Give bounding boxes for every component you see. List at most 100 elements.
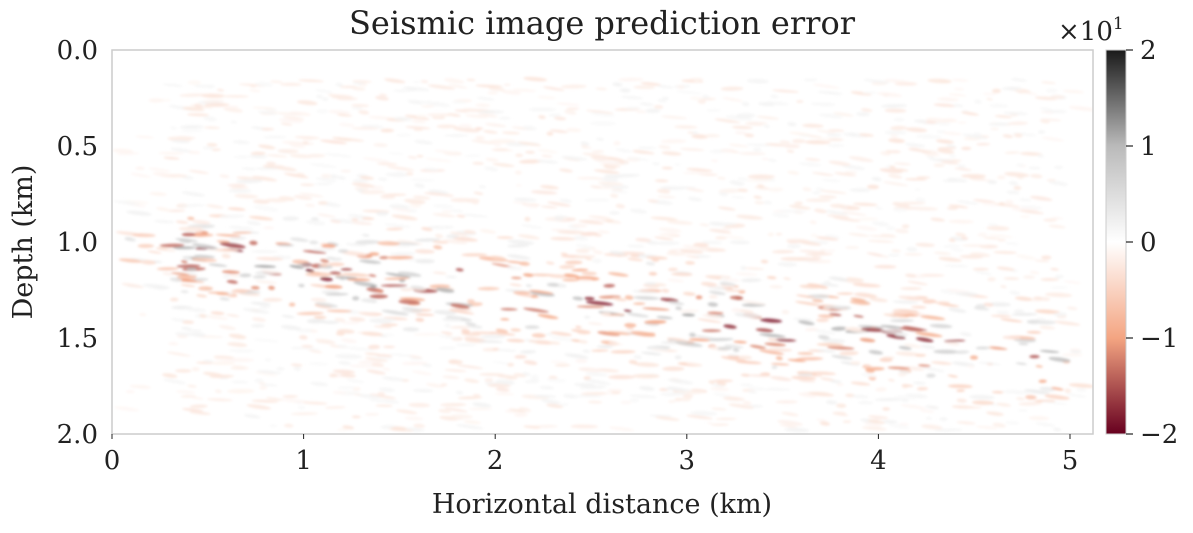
heatmap-cell xyxy=(1054,274,1064,279)
heatmap-cell xyxy=(895,351,920,357)
heatmap-cell xyxy=(449,231,468,236)
heatmap-cell xyxy=(1053,427,1062,432)
heatmap-cell xyxy=(777,420,803,426)
heatmap-cell xyxy=(135,135,154,139)
heatmap-cell xyxy=(961,244,989,247)
heatmap-cell xyxy=(254,265,277,268)
heatmap-cell xyxy=(404,114,430,120)
heatmap-cell xyxy=(186,329,202,332)
heatmap-cell xyxy=(583,315,591,319)
heatmap-cell xyxy=(948,307,967,313)
heatmap-cell xyxy=(850,381,871,386)
heatmap-cell xyxy=(446,234,460,239)
heatmap-cell xyxy=(370,285,377,289)
heatmap-cell xyxy=(711,423,729,426)
heatmap-cell xyxy=(915,242,935,247)
y-tick-label: 0.0 xyxy=(57,36,98,66)
heatmap-cell xyxy=(740,373,751,377)
heatmap-cell xyxy=(1048,356,1071,363)
heatmap-cell xyxy=(674,355,682,360)
heatmap-cell xyxy=(252,317,266,322)
heatmap-cell xyxy=(732,347,740,352)
heatmap-cell xyxy=(321,243,336,249)
heatmap-cell xyxy=(714,118,741,124)
heatmap-cell xyxy=(386,166,415,171)
heatmap-cell xyxy=(162,272,173,276)
heatmap-cell xyxy=(709,229,732,234)
heatmap-cell xyxy=(176,264,201,268)
heatmap-cell xyxy=(560,84,587,89)
heatmap-cell xyxy=(369,294,389,299)
heatmap-cell xyxy=(816,236,839,241)
heatmap-cell xyxy=(1034,259,1050,263)
x-tick-label: 1 xyxy=(295,446,312,476)
heatmap-cell xyxy=(174,332,194,336)
heatmap-cell xyxy=(904,178,927,181)
heatmap-cell xyxy=(592,250,604,255)
heatmap-cell xyxy=(731,196,746,199)
heatmap-cell xyxy=(380,194,396,199)
heatmap-cell xyxy=(1068,383,1093,388)
heatmap-cell xyxy=(892,309,919,314)
heatmap-cell xyxy=(251,250,278,253)
heatmap-cell xyxy=(656,189,671,194)
heatmap-cell xyxy=(576,394,602,398)
heatmap-cell xyxy=(415,317,425,322)
heatmap-cell xyxy=(852,283,881,288)
heatmap-cell xyxy=(408,402,431,408)
heatmap-cell xyxy=(440,331,453,335)
heatmap-cell xyxy=(805,158,821,161)
heatmap-cell xyxy=(156,207,171,212)
heatmap-cell xyxy=(352,82,365,85)
heatmap-cell xyxy=(564,110,577,115)
heatmap-cell xyxy=(379,256,389,260)
heatmap-cell xyxy=(424,168,440,171)
heatmap-cell xyxy=(906,247,918,252)
heatmap-cell xyxy=(250,323,265,328)
heatmap-cell xyxy=(812,191,821,194)
heatmap-cell xyxy=(409,202,423,205)
heatmap-cell xyxy=(1025,395,1037,400)
heatmap-cell xyxy=(763,125,770,128)
heatmap-cell xyxy=(798,320,815,326)
heatmap-cell xyxy=(263,226,275,230)
heatmap-cell xyxy=(206,204,224,209)
heatmap-cell xyxy=(176,136,196,139)
heatmap-cell xyxy=(882,407,891,411)
heatmap-cell xyxy=(630,331,656,337)
heatmap-cell xyxy=(1010,78,1028,82)
heatmap-cell xyxy=(933,251,951,255)
heatmap-cell xyxy=(667,267,678,272)
heatmap-cell xyxy=(658,145,671,150)
heatmap-cell xyxy=(337,344,348,348)
heatmap-cell xyxy=(1050,267,1059,271)
heatmap-cell xyxy=(897,372,907,377)
heatmap-cell xyxy=(918,364,931,367)
heatmap-cell xyxy=(226,313,240,318)
heatmap-cell xyxy=(738,355,752,360)
heatmap-cell xyxy=(809,220,817,225)
heatmap-cell xyxy=(926,373,936,378)
heatmap-cell xyxy=(425,383,445,388)
heatmap-cell xyxy=(385,272,412,278)
heatmap-cell xyxy=(489,331,516,336)
heatmap-cell xyxy=(831,326,848,331)
heatmap-cell xyxy=(406,171,414,176)
heatmap-cell xyxy=(550,360,568,364)
heatmap-cell xyxy=(660,139,687,144)
heatmap-cell xyxy=(850,91,872,96)
heatmap-cell xyxy=(488,139,517,144)
heatmap-cell xyxy=(202,100,225,103)
heatmap-cell xyxy=(571,268,589,272)
heatmap-cell xyxy=(680,249,704,254)
heatmap-cell xyxy=(612,82,623,87)
heatmap-cell xyxy=(283,423,294,428)
heatmap-cell xyxy=(685,362,703,366)
heatmap-cell xyxy=(188,170,209,174)
heatmap-cell xyxy=(578,340,588,344)
heatmap-cell xyxy=(833,112,854,117)
heatmap-cell xyxy=(898,201,926,205)
heatmap-cell xyxy=(219,214,245,219)
heatmap-cell xyxy=(559,264,576,269)
heatmap-cell xyxy=(489,255,506,260)
